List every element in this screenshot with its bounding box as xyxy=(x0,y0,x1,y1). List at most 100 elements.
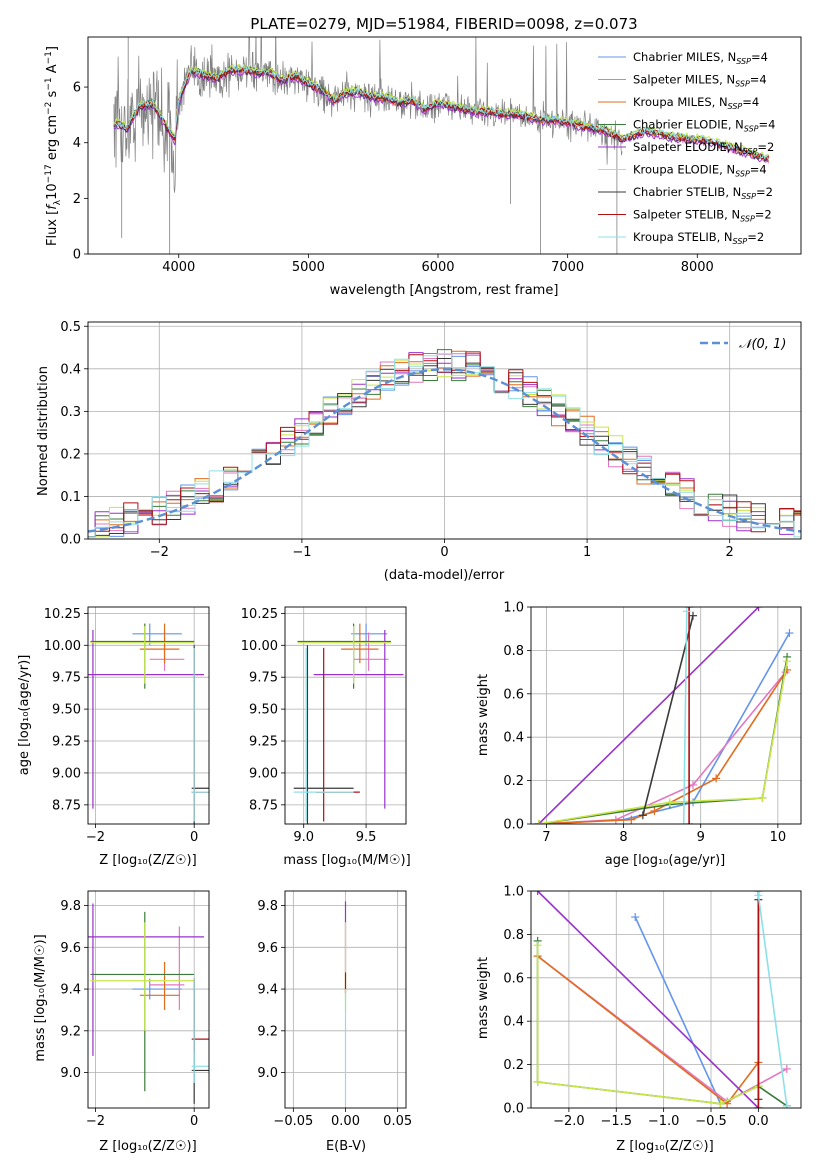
massweight-vs-age-panel: 7 8 9 10 0.0 0.2 0.4 0.6 0.8 1.0 xyxy=(503,601,802,845)
spectrum-ylabel-part: erg cm xyxy=(45,115,60,164)
massweight-line-chabrier_miles xyxy=(634,916,722,1105)
legend-nssp-value: =4 xyxy=(751,50,768,64)
legend-name: Chabrier ELODIE, N xyxy=(633,118,744,132)
axes: −2 0 8.75 9.00 9.25 9.50 9.75 10.00 10.25 xyxy=(44,606,210,845)
y-tick-label: 9.75 xyxy=(52,671,81,686)
massweight-line-kroupa_elodie xyxy=(536,945,759,1105)
legend-nssp-value: =2 xyxy=(747,230,764,244)
y-tick-label: 10.00 xyxy=(241,639,278,654)
y-tick-label: 9.2 xyxy=(60,1024,81,1039)
y-tick-label: 6 xyxy=(73,81,81,96)
x-tick-label: 0.05 xyxy=(383,1114,412,1129)
axes: −2 −1 0 1 2 0.0 0.1 0.2 0.3 0.4 0.5 𝒩(0, 1) xyxy=(60,320,802,560)
spectrum-ylabel-part: −17 xyxy=(44,164,54,183)
massweight-line-salpeter_miles xyxy=(538,671,787,824)
plot-area xyxy=(88,903,209,1104)
y-tick-label: 0.2 xyxy=(503,774,524,789)
y-tick-label: 0.4 xyxy=(503,1015,524,1030)
x-tick-label: 0.00 xyxy=(331,1114,360,1129)
spectrum-data-line xyxy=(113,37,623,193)
legend-label-kroupa_miles: Kroupa MILES, NSSP=4 xyxy=(633,95,759,111)
legend-label-chabrier_stelib: Chabrier STELIB, NSSP=2 xyxy=(633,185,773,201)
extinction-panel: −0.05 0.00 0.05 9.0 9.2 9.4 9.6 9.8 xyxy=(257,890,412,1129)
y-tick-label: 9.50 xyxy=(249,703,278,718)
massweight-line-kroupa_elodie xyxy=(538,661,788,824)
age-vs-metallicity-xlabel: Z [log₁₀(Z/Z☉)] xyxy=(99,853,196,868)
y-tick-label: 0.6 xyxy=(503,971,524,986)
axes: 4000 5000 6000 7000 8000 0 2 4 6 Chabrier MILES, … xyxy=(73,36,802,275)
x-tick-label: 6000 xyxy=(421,260,454,275)
spectrum-ylabel-part: s xyxy=(45,90,60,101)
spectrum-model-kroupa_elodie xyxy=(113,63,769,159)
mass-vs-metallicity-ylabel: mass [log₁₀(M/M☉)] xyxy=(33,934,48,1061)
y-tick-label: 0.8 xyxy=(503,928,524,943)
normal-legend-label: 𝒩(0, 1) xyxy=(739,337,786,352)
legend-nssp-value: =2 xyxy=(755,208,772,222)
y-tick-label: 0.0 xyxy=(503,818,524,833)
y-tick-label: 9.25 xyxy=(249,735,278,750)
x-tick-label: 0.0 xyxy=(748,1114,769,1129)
legend-label-salpeter_stelib: Salpeter STELIB, NSSP=2 xyxy=(633,208,772,224)
axes-frame xyxy=(87,36,802,255)
axes: −2 0 9.0 9.2 9.4 9.6 9.8 xyxy=(60,890,210,1129)
plot-area xyxy=(113,37,770,254)
plot-area xyxy=(88,623,209,824)
legend-name: Kroupa MILES, N xyxy=(633,95,728,109)
legend-nssp-value: =2 xyxy=(756,185,773,199)
y-tick-label: 8.75 xyxy=(249,798,278,813)
normal-curve xyxy=(88,368,801,533)
legend-nssp-sub: SSP xyxy=(740,215,755,224)
axes: −0.05 0.00 0.05 9.0 9.2 9.4 9.6 9.8 xyxy=(257,890,412,1129)
residuals-xlabel: (data-model)/error xyxy=(384,568,505,583)
plot-area xyxy=(293,623,404,824)
y-tick-label: 9.00 xyxy=(249,766,278,781)
y-tick-label: 9.2 xyxy=(257,1024,278,1039)
spectrum-title: PLATE=0279, MJD=51984, FIBERID=0098, z=0… xyxy=(250,15,637,33)
residual-histogram-kroupa_stelib xyxy=(88,353,801,538)
grid-lines xyxy=(285,607,406,824)
y-tick-label: 10.25 xyxy=(241,607,278,622)
spectrum-ylabel-part: −1 xyxy=(44,77,54,90)
plot-area xyxy=(534,607,794,824)
legend-nssp-sub: SSP xyxy=(743,147,758,156)
legend-label-chabrier_miles: Chabrier MILES, NSSP=4 xyxy=(633,50,768,66)
y-tick-label: 0.0 xyxy=(503,1102,524,1117)
x-tick-label: 9 xyxy=(697,830,705,845)
y-tick-label: 9.25 xyxy=(52,735,81,750)
y-tick-label: 9.00 xyxy=(52,766,81,781)
y-tick-label: 9.8 xyxy=(60,899,81,914)
legend-nssp-value: =4 xyxy=(750,73,767,87)
age-vs-metallicity-panel: −2 0 8.75 9.00 9.25 9.50 9.75 10.00 10.25 xyxy=(44,606,210,845)
y-tick-label: 0.5 xyxy=(60,320,81,335)
massweight-line-kroupa_miles xyxy=(537,955,760,1105)
x-tick-label: −2 xyxy=(150,545,169,560)
legend-label-chabrier_elodie: Chabrier ELODIE, NSSP=4 xyxy=(633,118,775,134)
x-tick-label: 9.0 xyxy=(293,830,314,845)
axes: −2.0 −1.5 −1.0 −0.5 0.0 0.0 0.2 0.4 0.6 0.8 1.0 xyxy=(503,885,802,1129)
axes-frame xyxy=(284,890,407,1109)
x-tick-label: 5000 xyxy=(292,260,325,275)
y-tick-label: 0.8 xyxy=(503,644,524,659)
x-tick-label: 0 xyxy=(190,830,198,845)
spectrum-ylabel-part: λ xyxy=(53,199,63,205)
legend-nssp-value: =4 xyxy=(759,118,776,132)
legend-name: Salpeter STELIB, N xyxy=(633,208,740,222)
x-tick-label: −0.05 xyxy=(273,1114,313,1129)
axes: 7 8 9 10 0.0 0.2 0.4 0.6 0.8 1.0 xyxy=(503,601,802,845)
spectrum-ylabel-part: 10 xyxy=(45,183,60,200)
y-tick-label: 9.6 xyxy=(257,941,278,956)
age-vs-mass-panel: 9.0 9.5 8.75 9.00 9.25 9.50 9.75 10.00 10.25 xyxy=(241,606,407,845)
spectrum-model-kroupa_stelib xyxy=(113,65,769,161)
legend-name: Chabrier MILES, N xyxy=(633,50,736,64)
legend-nssp-sub: SSP xyxy=(733,237,748,246)
massweight-line-salpeter_elodie xyxy=(538,607,760,824)
y-tick-label: 9.75 xyxy=(249,671,278,686)
x-tick-label: −1.5 xyxy=(600,1114,632,1129)
x-tick-label: −1.0 xyxy=(648,1114,680,1129)
axes-frame xyxy=(87,606,210,825)
y-tick-label: 9.4 xyxy=(257,983,278,998)
legend-name: Chabrier STELIB, N xyxy=(633,185,741,199)
x-tick-label: −2 xyxy=(86,830,105,845)
